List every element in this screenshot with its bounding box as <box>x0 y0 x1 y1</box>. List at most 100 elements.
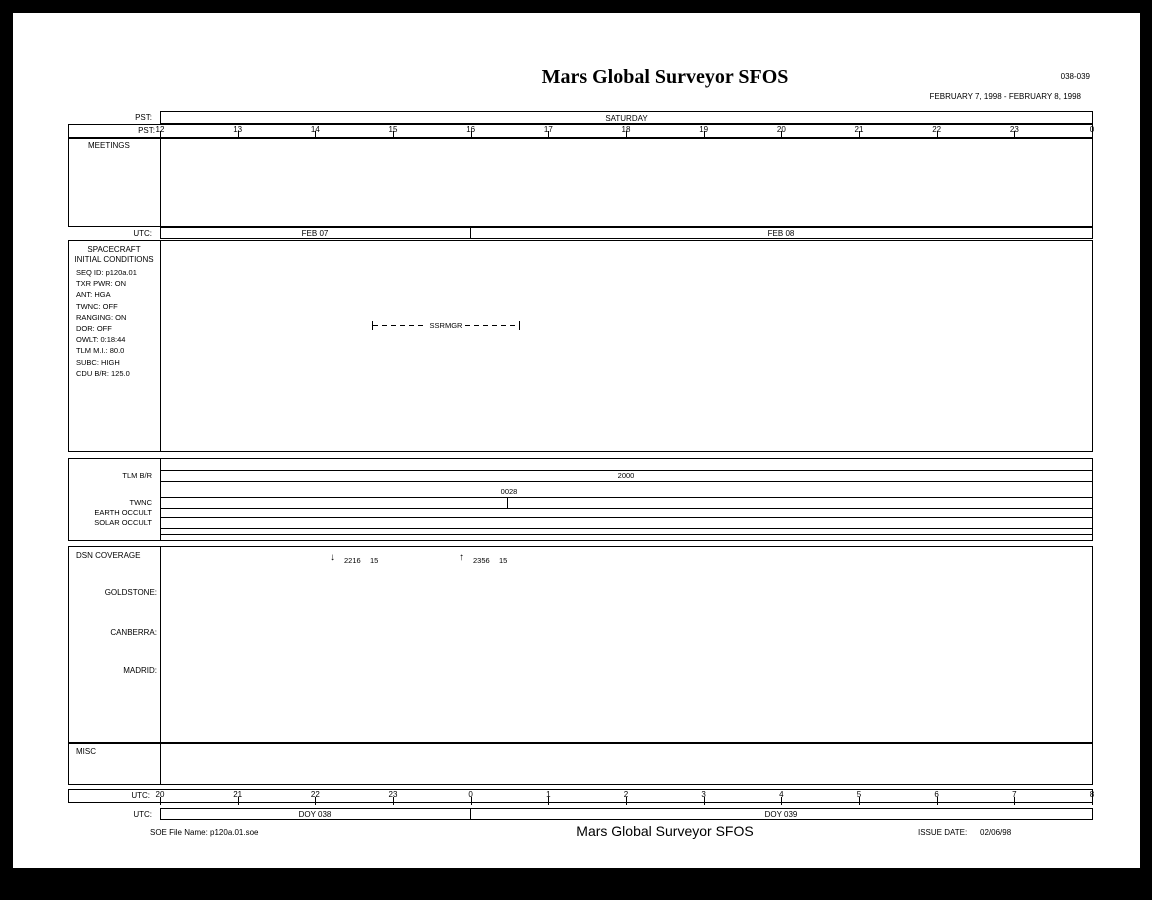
telemetry-box <box>68 458 1093 541</box>
utc-hour-tick-label: 20 <box>155 790 165 799</box>
station-label-goldstone: GOLDSTONE: <box>104 588 157 597</box>
utc-day-divider <box>470 227 471 239</box>
telemetry-row-line <box>160 470 1093 471</box>
misc-divider <box>160 743 161 785</box>
issue-date-value: 02/06/98 <box>980 828 1012 837</box>
pst-hour-tick-mark <box>315 131 317 139</box>
spacecraft-conditions: SEQ ID: p120a.01 TXR PWR: ON ANT: HGA TWNC:… <box>76 267 137 379</box>
utc-hour-tick-label: 8 <box>1089 790 1095 799</box>
pst-hour-tick-mark <box>548 131 550 139</box>
pst-hour-tick-label: 14 <box>310 125 320 134</box>
utc-hour-tick-label: 21 <box>233 790 243 799</box>
spacecraft-label-1: SPACECRAFT <box>87 245 141 254</box>
utc-hour-tick-mark <box>315 797 317 805</box>
pst-hour-tick-mark <box>859 131 860 139</box>
pst-hour-tick-mark <box>237 131 239 139</box>
annotation-text: SSRMGR <box>429 320 463 330</box>
up-arrow-icon: ↑ <box>459 552 464 563</box>
telemetry-row-line <box>160 508 1093 509</box>
dsn-box <box>68 546 1093 743</box>
row-label-tlm-br: TLM B/R <box>122 471 152 480</box>
pst-hour-tick-label: 18 <box>621 125 631 134</box>
tlm-rate-value: 2000 <box>617 471 635 480</box>
utc-day-bar-label: UTC: <box>133 229 152 238</box>
condition-line: RANGING: ON <box>76 312 127 322</box>
utc-hour-tick-label: 22 <box>310 790 320 799</box>
utc-hour-tick-label: 5 <box>856 790 862 799</box>
utc-hour-tick-label: 6 <box>934 790 939 799</box>
day-name: SATURDAY <box>605 114 648 123</box>
dsn-event-duration: 15 <box>499 556 508 565</box>
pst-hour-tick-label: 17 <box>543 125 553 134</box>
footer-title: Mars Global Surveyor SFOS <box>576 823 754 839</box>
station-label-madrid: MADRID: <box>123 666 157 675</box>
pst-hour-tick-label: 21 <box>854 125 864 134</box>
annotation-right-cap <box>519 320 521 330</box>
utc-hour-tick-mark <box>237 797 239 805</box>
meetings-label: MEETINGS <box>88 141 130 150</box>
condition-line: TLM M.I.: 80.0 <box>76 346 125 356</box>
utc-hour-tick-mark <box>781 797 783 805</box>
utc-doy-bar <box>160 808 1093 820</box>
utc-hour-tick-label: 1 <box>546 790 551 799</box>
ssrmgr-annotation: SSRMGR <box>372 320 521 330</box>
annotation-dash-right <box>465 324 520 326</box>
doy-segment-039: DOY 039 <box>764 810 798 819</box>
dsn-divider <box>160 546 161 743</box>
utc-hour-tick-mark <box>1092 797 1093 805</box>
utc-hour-tick-label: 2 <box>623 790 629 799</box>
utc-hour-tick-mark <box>703 797 705 805</box>
doy-divider <box>470 808 471 820</box>
station-label-canberra: CANBERRA: <box>110 628 157 637</box>
pst-hour-tick-mark <box>936 131 938 139</box>
utc-hour-tick-label: 23 <box>388 790 398 799</box>
utc-day-segment-feb08: FEB 08 <box>767 229 795 238</box>
utc-scale-label: UTC: <box>131 791 150 800</box>
dsn-label: DSN COVERAGE <box>76 551 141 560</box>
utc-hour-tick-mark <box>393 797 394 805</box>
pst-hour-tick-mark <box>1014 131 1016 139</box>
utc-hour-scale <box>68 789 1093 803</box>
utc-hour-tick-label: 4 <box>779 790 784 799</box>
telemetry-row-line <box>160 481 1093 482</box>
pst-hour-tick-mark <box>470 131 472 139</box>
condition-line: TXR PWR: ON <box>76 279 126 289</box>
row-label-solar-occult: SOLAR OCCULT <box>94 518 152 527</box>
pst-hour-tick-label: 13 <box>233 125 243 134</box>
date-range: FEBRUARY 7, 1998 - FEBRUARY 8, 1998 <box>929 92 1081 101</box>
annotation-dash-left <box>373 324 427 326</box>
utc-hour-tick-mark <box>859 797 860 805</box>
pst-hour-tick-label: 19 <box>699 125 709 134</box>
pst-hour-tick-label: 22 <box>932 125 942 134</box>
utc-hour-tick-label: 7 <box>1012 790 1017 799</box>
pst-hour-tick-mark <box>393 131 394 139</box>
doy-range: 038-039 <box>1060 72 1090 81</box>
tlm-event-time: 0028 <box>500 487 518 496</box>
telemetry-row-line <box>160 517 1093 518</box>
pst-scale-label: PST: <box>138 126 155 135</box>
condition-line: CDU B/R: 125.0 <box>76 368 130 378</box>
condition-line: SUBC: HIGH <box>76 357 120 367</box>
dsn-event-duration: 15 <box>370 556 379 565</box>
telemetry-row-line <box>160 497 1093 498</box>
utc-hour-tick-label: 3 <box>701 790 706 799</box>
page-title: Mars Global Surveyor SFOS <box>541 66 789 88</box>
meetings-divider <box>160 138 161 227</box>
row-label-earth-occult: EARTH OCCULT <box>94 508 152 517</box>
dsn-event-time: 2216 <box>344 556 361 565</box>
pst-hour-tick-label: 15 <box>388 125 398 134</box>
pst-bar-label: PST: <box>135 112 152 122</box>
pst-hour-tick-label: 23 <box>1009 125 1019 134</box>
issue-date-label: ISSUE DATE: <box>918 828 968 837</box>
pst-hour-tick-label: 20 <box>776 125 786 134</box>
doy-segment-038: DOY 038 <box>298 810 332 819</box>
pst-day-bar: SATURDAY <box>160 111 1093 124</box>
misc-label: MISC <box>76 747 96 756</box>
utc-day-bar <box>160 227 1093 239</box>
utc-hour-tick-mark <box>160 797 161 805</box>
dsn-event-time: 2356 <box>473 556 490 565</box>
condition-line: TWNC: OFF <box>76 301 118 311</box>
pst-hour-tick-mark <box>1092 131 1093 139</box>
tlm-event-tick <box>507 497 508 508</box>
